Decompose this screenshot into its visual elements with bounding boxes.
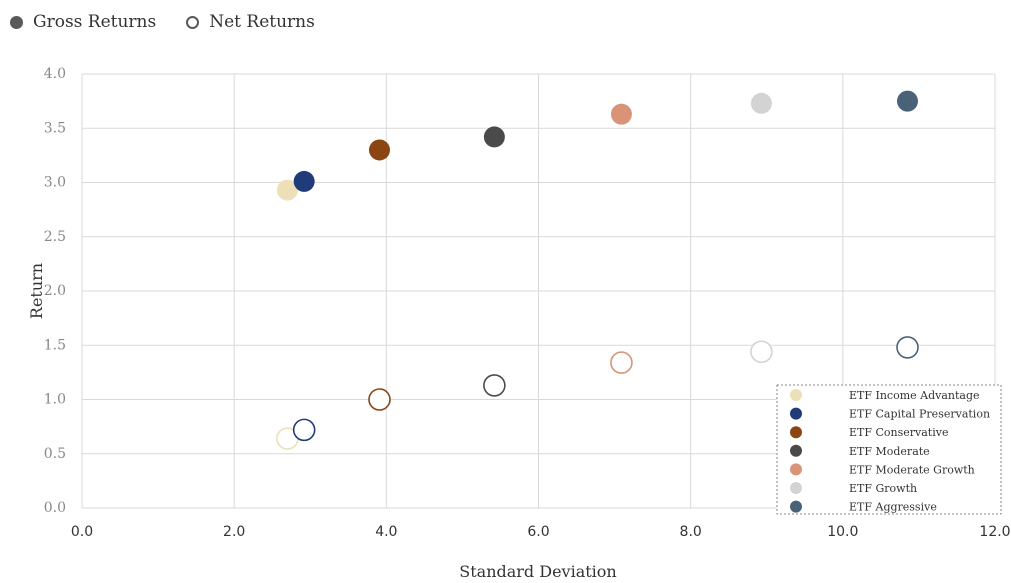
x-tick-label: 2.0 [223, 524, 245, 540]
net-returns-label: Net Returns [209, 12, 315, 32]
legend-swatch [790, 426, 802, 439]
legend-label: ETF Income Advantage [849, 389, 980, 402]
legend-swatch [790, 463, 802, 476]
legend-swatch [790, 482, 802, 494]
legend-swatch [790, 407, 802, 420]
gross-return-point [750, 92, 772, 114]
hollow-circle-icon [186, 15, 200, 29]
legend-swatch [790, 389, 802, 401]
net-return-point [610, 351, 633, 374]
legend-label: ETF Growth [849, 482, 917, 495]
legend-label: ETF Moderate Growth [849, 463, 975, 476]
x-tick-label: 6.0 [527, 524, 549, 540]
x-axis-title: Standard Deviation [459, 562, 616, 581]
y-tick-label: 2.5 [44, 229, 66, 245]
marker-type-legend: Gross Returns Net Returns [10, 10, 345, 34]
gross-return-point [483, 126, 505, 148]
gross-return-point [276, 179, 298, 201]
net-return-point [750, 340, 773, 364]
data-points [276, 90, 919, 450]
y-tick-label: 3.0 [44, 175, 66, 191]
x-tick-label: 0.0 [71, 524, 93, 540]
gross-return-point [610, 103, 632, 125]
net-return-point [896, 336, 919, 359]
y-axis-title: Return [27, 263, 46, 319]
gross-return-point [368, 139, 390, 161]
gross-returns-legend-item: Gross Returns [10, 12, 156, 32]
y-tick-label: 4.0 [44, 66, 66, 82]
legend-swatch [790, 444, 802, 457]
legend-swatch [790, 500, 802, 513]
net-return-point [292, 418, 316, 442]
x-tick-label: 10.0 [827, 524, 858, 540]
y-axis-ticks: 0.0 0.5 1.0 1.5 2.0 2.5 3.0 3.5 4.0 [44, 66, 66, 516]
gross-returns-label: Gross Returns [33, 12, 157, 32]
series-legend: ETF Income Advantage ETF Capital Preserva… [776, 384, 1002, 515]
y-tick-label: 2.0 [44, 283, 66, 299]
legend-label: ETF Moderate [849, 445, 930, 458]
gross-return-point [293, 170, 315, 192]
filled-circle-icon [10, 15, 23, 29]
legend-label: ETF Capital Preservation [849, 408, 990, 421]
x-tick-label: 8.0 [680, 524, 702, 540]
y-tick-label: 0.0 [44, 500, 66, 516]
legend-label: ETF Conservative [849, 426, 948, 439]
x-axis-ticks: 0.0 2.0 4.0 6.0 8.0 10.0 12.0 [71, 524, 1011, 540]
y-tick-label: 1.0 [44, 392, 66, 408]
gross-return-point [897, 90, 919, 112]
net-return-point [483, 374, 506, 397]
legend-box [776, 384, 1002, 515]
x-tick-label: 12.0 [979, 524, 1010, 540]
y-tick-label: 1.5 [44, 337, 66, 353]
y-tick-label: 3.5 [44, 120, 66, 136]
legend-label: ETF Aggressive [849, 501, 937, 514]
x-tick-label: 4.0 [375, 524, 397, 540]
net-returns-legend-item: Net Returns [186, 12, 315, 32]
net-return-point [368, 388, 391, 411]
y-tick-label: 0.5 [44, 446, 66, 462]
